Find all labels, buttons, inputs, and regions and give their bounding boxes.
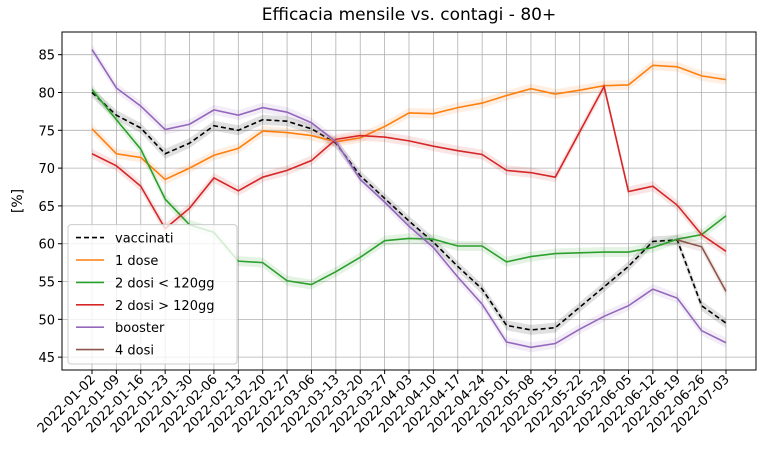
legend-label: 2 dosi > 120gg	[115, 299, 214, 314]
y-tick-label: 85	[38, 49, 55, 64]
chart-title: Efficacia mensile vs. contagi - 80+	[262, 5, 556, 25]
y-tick-label: 65	[38, 200, 55, 215]
y-tick-label: 50	[38, 313, 55, 328]
legend-label: booster	[115, 321, 165, 336]
legend-box	[67, 224, 238, 365]
legend-label: 1 dose	[115, 254, 158, 269]
series-line	[91, 48, 727, 349]
plot-frame	[61, 31, 757, 371]
series-line	[91, 84, 727, 252]
legend-label: 4 dosi	[115, 344, 154, 359]
y-tick-label: 80	[38, 86, 55, 101]
y-tick-label: 75	[38, 124, 55, 139]
y-tick-label: 45	[38, 351, 55, 366]
y-axis-label: [%]	[10, 189, 26, 213]
y-tick-label: 70	[38, 162, 55, 177]
series-line	[91, 64, 727, 181]
y-tick-label: 60	[38, 238, 55, 253]
series-line	[91, 91, 727, 331]
legend-label: vaccinati	[115, 232, 173, 247]
legend-label: 2 dosi < 120gg	[115, 276, 214, 291]
series-line	[677, 239, 727, 292]
y-tick-label: 55	[38, 276, 55, 291]
